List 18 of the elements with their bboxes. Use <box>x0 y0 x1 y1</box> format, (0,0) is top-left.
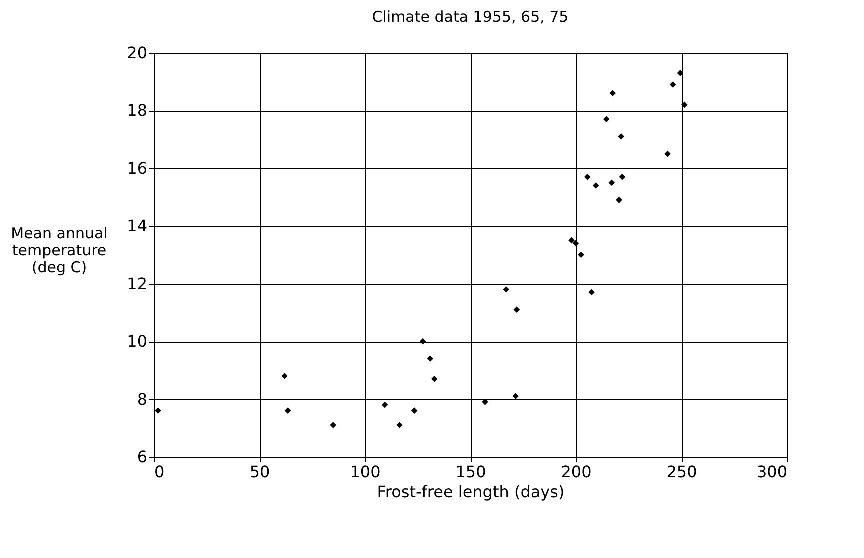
x-tick-label: 250 <box>666 462 698 482</box>
y-tick-label: 8 <box>137 390 148 409</box>
y-tick-label: 16 <box>127 158 148 178</box>
y-tick-label: 14 <box>127 216 148 236</box>
y-tick-label: 18 <box>127 101 148 120</box>
x-tick-label: 200 <box>561 462 592 482</box>
x-tick-label: 300 <box>756 462 788 482</box>
x-tick-label: 0 <box>154 462 165 482</box>
y-tick-label: 10 <box>127 332 148 352</box>
y-tick-label: 20 <box>127 44 148 62</box>
chart-title: Climate data 1955, 65, 75 <box>372 8 569 26</box>
y-tick-label: 6 <box>137 448 148 466</box>
x-tick-label: 100 <box>350 462 381 482</box>
y-tick-label: 12 <box>127 274 148 294</box>
y-axis-title: Mean annual temperature (deg C) <box>11 224 108 276</box>
x-tick-label: 150 <box>456 462 486 482</box>
x-tick-label: 50 <box>250 462 270 482</box>
x-axis-title: Frost-free length (days) <box>377 482 565 502</box>
